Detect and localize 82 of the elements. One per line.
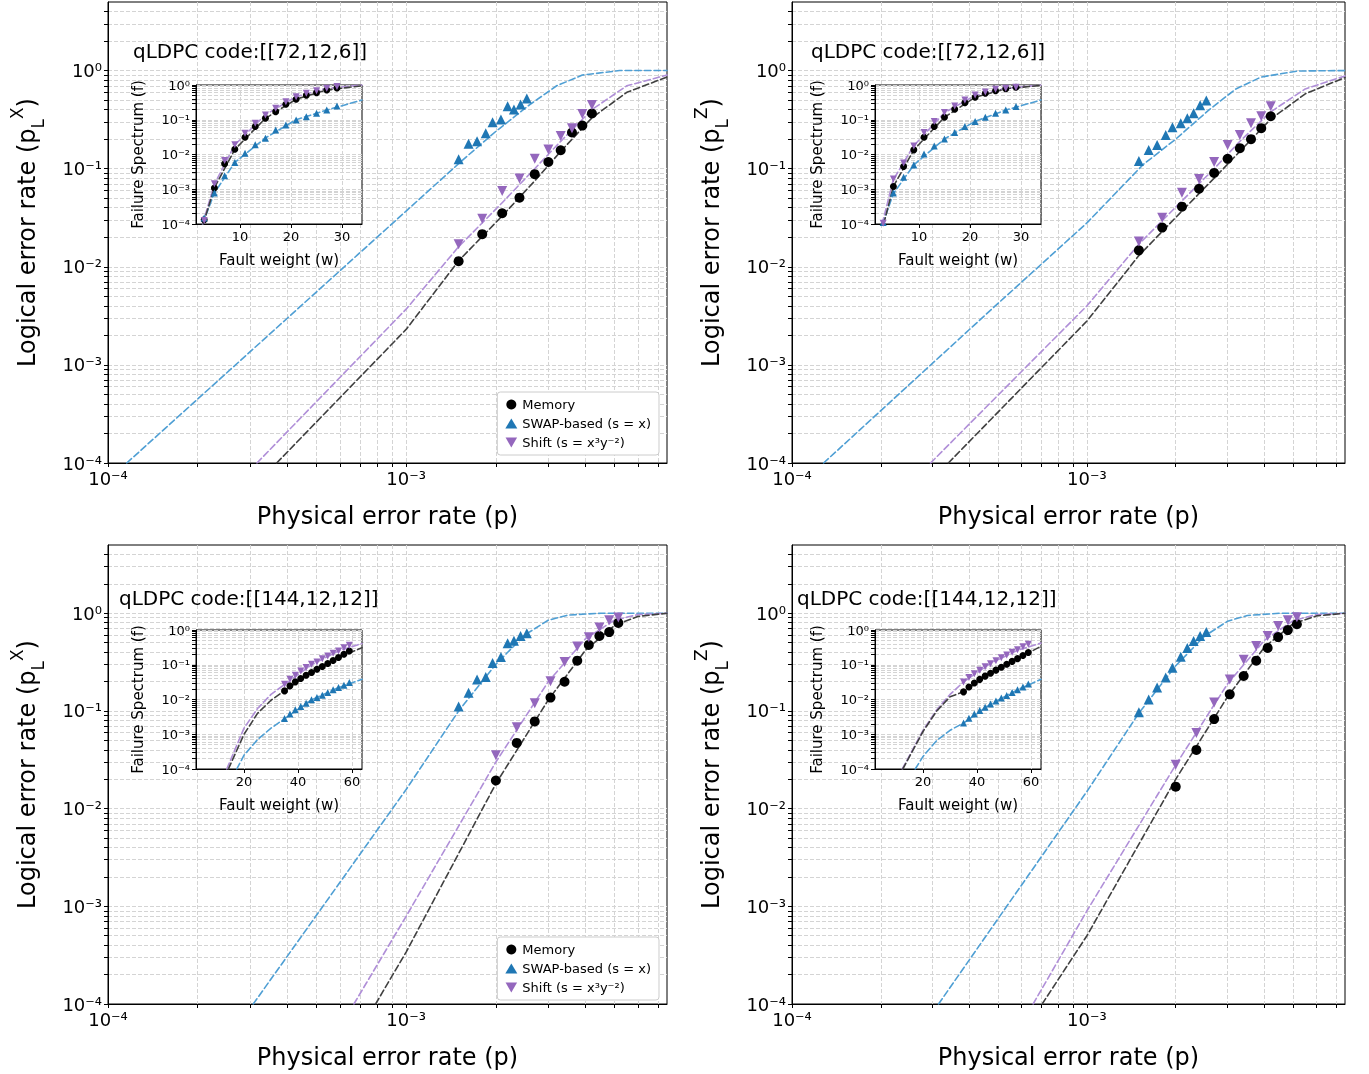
y-axis-title: Failure Spectrum (f) xyxy=(129,625,147,774)
y-tick-label: 10⁻¹ xyxy=(161,112,190,128)
y-tick-label: 10⁻⁴ xyxy=(840,216,869,232)
x-tick-label: 60 xyxy=(1022,774,1040,789)
y-axis-title: Logical error rate (pLZ) xyxy=(690,98,732,367)
y-tick-label: 10⁰ xyxy=(168,77,190,93)
x-tick-label: 60 xyxy=(343,774,361,789)
legend-label: SWAP-based (s = x) xyxy=(522,961,652,976)
y-tick-label: 10⁻¹ xyxy=(746,700,786,722)
y-tick-label: 10⁻³ xyxy=(62,354,102,376)
y-axis-title: Logical error rate (pLX) xyxy=(6,98,48,367)
y-tick-label: 10⁻² xyxy=(161,692,190,707)
x-axis-title: Physical error rate (p) xyxy=(937,502,1200,530)
y-tick-label: 10⁻⁴ xyxy=(840,761,869,777)
x-tick-label: 20 xyxy=(914,774,932,789)
y-tick-label: 10⁻² xyxy=(746,798,786,820)
y-tick-label: 10⁻³ xyxy=(62,895,102,917)
y-tick-label: 10⁰ xyxy=(847,77,869,93)
y-tick-label: 10⁻¹ xyxy=(746,158,786,180)
y-tick-label: 10⁰ xyxy=(755,602,786,624)
y-tick-label: 10⁻³ xyxy=(161,726,190,742)
x-axis-title: Physical error rate (p) xyxy=(256,502,519,530)
y-tick-label: 10⁻³ xyxy=(161,181,190,197)
x-tick-label: 10 xyxy=(910,229,928,244)
text: qLDPC code:[[144,12,12]] xyxy=(797,586,1057,610)
y-tick-label: 10⁰ xyxy=(168,622,190,638)
x-tick-label: 10 xyxy=(231,229,249,244)
x-tick-label: 10⁻³ xyxy=(1067,467,1107,489)
y-tick-label: 10⁻¹ xyxy=(62,700,102,722)
x-axis-title: Fault weight (w) xyxy=(897,251,1019,269)
y-tick-label: 10⁻⁴ xyxy=(161,216,190,232)
y-tick-label: 10⁰ xyxy=(847,622,869,638)
x-axis-title: Physical error rate (p) xyxy=(937,1043,1200,1071)
x-axis-title: Fault weight (w) xyxy=(218,796,340,814)
legend-label: Memory xyxy=(522,942,576,957)
x-tick-label: 20 xyxy=(282,229,300,244)
y-tick-label: 10⁰ xyxy=(755,60,786,82)
text: qLDPC code:[[72,12,6]] xyxy=(811,39,1046,63)
x-axis-title: Physical error rate (p) xyxy=(256,1043,519,1071)
x-tick-label: 30 xyxy=(333,229,351,244)
legend-label: Shift (s = x³y⁻²) xyxy=(522,980,625,995)
x-tick-label: 40 xyxy=(968,774,986,789)
legend-label: Shift (s = x³y⁻²) xyxy=(522,435,625,450)
y-tick-label: 10⁻² xyxy=(161,147,190,162)
legend-label: Memory xyxy=(522,397,576,412)
x-tick-label: 10⁻³ xyxy=(1067,1008,1107,1030)
x-tick-label: 20 xyxy=(235,774,253,789)
y-tick-label: 10⁻² xyxy=(746,256,786,278)
x-tick-label: 10⁻⁴ xyxy=(772,467,812,489)
y-tick-label: 10⁻¹ xyxy=(62,158,102,180)
y-tick-label: 10⁻⁴ xyxy=(161,761,190,777)
x-tick-label: 10⁻⁴ xyxy=(772,1008,812,1030)
y-tick-label: 10⁻³ xyxy=(746,354,786,376)
y-axis-title: Failure Spectrum (f) xyxy=(129,80,147,229)
y-tick-label: 10⁰ xyxy=(71,602,102,624)
x-tick-label: 10⁻⁴ xyxy=(88,1008,128,1030)
y-tick-label: 10⁻³ xyxy=(840,726,869,742)
x-tick-label: 40 xyxy=(289,774,307,789)
y-axis-title: Failure Spectrum (f) xyxy=(808,625,826,774)
x-tick-label: 10⁻⁴ xyxy=(88,467,128,489)
x-axis-title: Fault weight (w) xyxy=(897,796,1019,814)
text: qLDPC code:[[144,12,12]] xyxy=(119,586,379,610)
y-tick-label: 10⁻³ xyxy=(840,181,869,197)
y-tick-label: 10⁰ xyxy=(71,60,102,82)
x-tick-label: 10⁻³ xyxy=(386,467,426,489)
x-axis-title: Fault weight (w) xyxy=(218,251,340,269)
x-tick-label: 20 xyxy=(961,229,979,244)
y-tick-label: 10⁻¹ xyxy=(840,112,869,128)
text: qLDPC code:[[72,12,6]] xyxy=(133,39,368,63)
y-tick-label: 10⁻² xyxy=(62,798,102,820)
y-tick-label: 10⁻² xyxy=(840,692,869,707)
y-tick-label: 10⁻² xyxy=(62,256,102,278)
legend-label: SWAP-based (s = x) xyxy=(522,416,652,431)
y-tick-label: 10⁻¹ xyxy=(840,657,869,673)
y-axis-title: Logical error rate (pLX) xyxy=(6,640,48,909)
y-axis-title: Failure Spectrum (f) xyxy=(808,80,826,229)
y-tick-label: 10⁻² xyxy=(840,147,869,162)
y-tick-label: 10⁻¹ xyxy=(161,657,190,673)
y-axis-title: Logical error rate (pLZ) xyxy=(690,640,732,909)
x-tick-label: 30 xyxy=(1012,229,1030,244)
x-tick-label: 10⁻³ xyxy=(386,1008,426,1030)
y-tick-label: 10⁻³ xyxy=(746,895,786,917)
